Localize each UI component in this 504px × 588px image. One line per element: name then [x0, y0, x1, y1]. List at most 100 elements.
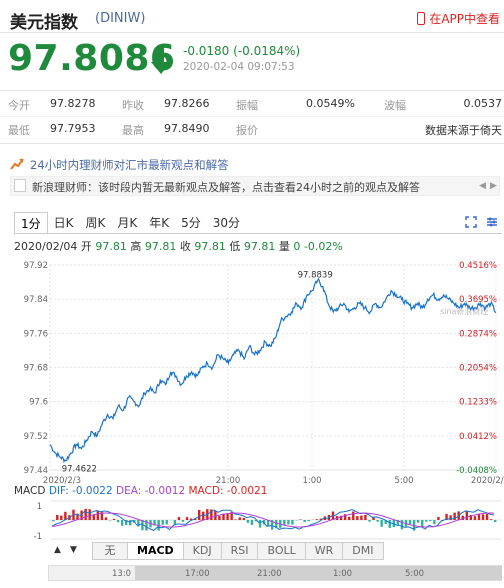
macd-bar: [165, 520, 168, 525]
macd-bar: [193, 518, 197, 520]
macd-bar: [214, 510, 217, 520]
news-box[interactable]: [10, 176, 500, 196]
open-in-app-label: 在APP中查看: [429, 12, 500, 26]
indicator-rsi[interactable]: RSI: [221, 542, 259, 560]
stat-value-open: 97.8278: [50, 97, 96, 110]
intraday-chart[interactable]: sina新浪财经 97.9297.8497.7697.6897.697.5297…: [0, 255, 504, 485]
macd-bar: [64, 511, 67, 520]
indicator-tabs: 无 MACD KDJ RSI BOLL WR DMI: [92, 542, 384, 560]
macd-bar: [461, 515, 464, 520]
x-tick-label: 2020/2/4: [471, 476, 504, 485]
macd-bar: [137, 520, 140, 527]
tab-1min[interactable]: 1分: [14, 212, 48, 234]
macd-bar: [299, 519, 302, 520]
macd-bar: [218, 515, 221, 520]
macd-bar: [400, 520, 404, 530]
y-tick-label: 97.44: [24, 466, 48, 476]
info-vol-label: 量: [278, 240, 290, 253]
scroll-up-button[interactable]: ▲: [54, 545, 61, 555]
info-high: 97.81: [144, 240, 177, 253]
pct-tick-label: -0.0408%: [456, 466, 497, 476]
info-open-label: 开: [80, 240, 92, 253]
macd-bar: [283, 520, 286, 526]
divider: [0, 116, 504, 117]
macd-bar: [433, 520, 436, 525]
info-close: 97.81: [194, 240, 226, 253]
quote-time: 2020-02-04 09:07:53: [183, 61, 295, 73]
settings-icon[interactable]: [486, 216, 498, 228]
stat-label-prev-close: 昨收: [122, 99, 144, 112]
pct-axis-labels: 0.4516% 0.3695% 0.2874% 0.2054% 0.1233% 0.041…: [456, 261, 497, 476]
stat-label-high: 最高: [122, 124, 144, 137]
stat-value-high: 97.8490: [164, 122, 210, 135]
macd-bar: [112, 518, 116, 520]
indicator-dmi[interactable]: DMI: [343, 542, 384, 560]
macd-bar: [56, 514, 59, 520]
stat-label-quote: 报价: [236, 124, 258, 137]
tab-5min[interactable]: 5分: [181, 216, 201, 230]
macd-bar: [234, 519, 237, 520]
divider: [0, 143, 504, 144]
macd-bar: [104, 517, 108, 520]
watermark: sina新浪财经: [440, 306, 488, 316]
macd-bar: [469, 515, 473, 520]
tab-yearly[interactable]: 年K: [149, 216, 170, 230]
macd-bar: [356, 516, 359, 520]
macd-bar: [161, 520, 164, 525]
macd-bar: [494, 520, 497, 523]
macd-bar: [177, 517, 181, 520]
indicator-macd[interactable]: MACD: [128, 542, 184, 560]
macd-chart[interactable]: 1 -1: [0, 500, 504, 540]
dea-label: DEA:: [116, 485, 142, 497]
y-tick-label: 97.52: [24, 432, 48, 442]
indicator-wr[interactable]: WR: [305, 542, 344, 560]
fullscreen-icon[interactable]: [465, 216, 477, 228]
trend-icon: [10, 158, 24, 170]
stat-label-low: 最低: [8, 124, 30, 137]
stat-label-open: 今开: [8, 99, 30, 112]
macd-bar: [133, 520, 136, 523]
y-tick-label: 97.92: [24, 261, 48, 271]
info-high-label: 高: [130, 240, 142, 253]
next-arrow-icon[interactable]: ▶: [490, 181, 497, 191]
macd-bar: [60, 515, 63, 520]
stat-value-range: 0.0537: [463, 97, 503, 110]
macd-bar: [84, 508, 87, 520]
tab-monthly[interactable]: 月K: [117, 216, 138, 230]
info-close-label: 收: [179, 240, 191, 253]
news-text[interactable]: 新浪理财师：该时段内暂无最新观点及解答，点击查看24小时之前的观点及解答: [32, 181, 420, 194]
tab-daily[interactable]: 日K: [53, 216, 74, 230]
scroll-time: 21:00: [257, 569, 282, 579]
pct-tick-label: 0.3695%: [459, 295, 497, 305]
macd-bar: [116, 520, 120, 523]
macd-bar: [343, 514, 347, 520]
phone-icon: [417, 12, 426, 25]
macd-bar: [120, 520, 124, 526]
indicator-boll[interactable]: BOLL: [258, 542, 306, 560]
macd-bar: [368, 520, 371, 522]
period-tabs: 1分 日K 周K 月K 年K 5分 30分: [14, 212, 246, 234]
macd-bar: [445, 513, 448, 520]
indicator-none[interactable]: 无: [92, 542, 128, 560]
macd-bar: [449, 515, 452, 520]
macd-bar: [380, 520, 383, 527]
macd-bar: [145, 520, 148, 531]
tab-weekly[interactable]: 周K: [85, 216, 106, 230]
low-annotation: 97.4622: [62, 465, 97, 475]
x-tick-label: 2020/2/3: [43, 476, 81, 485]
open-in-app-link[interactable]: 在APP中查看: [417, 10, 500, 27]
indicator-kdj[interactable]: KDJ: [183, 542, 222, 560]
info-change: -0.02%: [303, 240, 343, 253]
macd-bar: [153, 520, 156, 526]
macd-bar: [226, 513, 229, 520]
news-headline-link[interactable]: 24小时内理财师对汇市最新观点和解答: [30, 158, 229, 172]
prev-arrow-icon[interactable]: ◀: [479, 181, 486, 191]
scrollbar-selection[interactable]: [135, 566, 502, 580]
macd-bar: [364, 514, 367, 520]
macd-bar: [477, 514, 481, 520]
info-low-label: 低: [229, 240, 241, 253]
tab-30min[interactable]: 30分: [212, 216, 241, 230]
pct-tick-label: 0.2054%: [459, 364, 497, 374]
scroll-down-button[interactable]: ▼: [70, 545, 77, 555]
macd-bar: [254, 520, 258, 522]
